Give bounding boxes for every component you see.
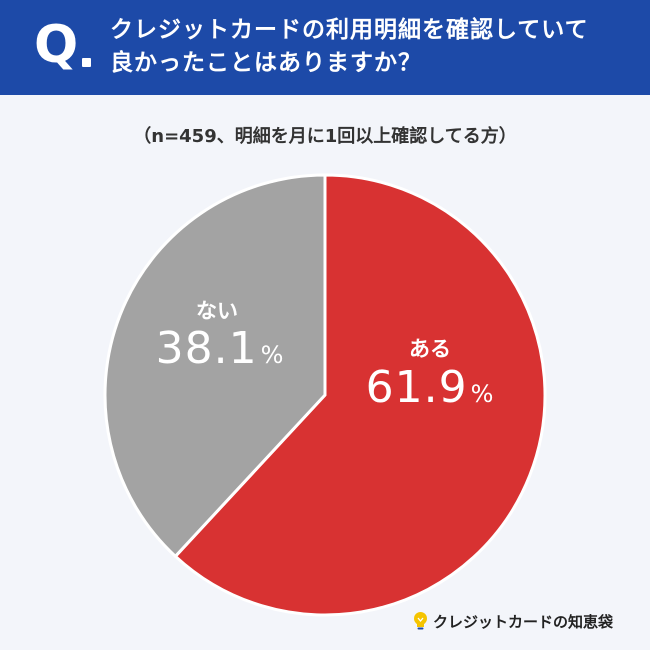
lightbulb-icon xyxy=(414,612,427,630)
question-line-1: クレジットカードの利用明細を確認していて xyxy=(110,17,589,43)
brand-name: クレジットカードの知恵袋 xyxy=(433,612,614,631)
slice-value-nai-unit: % xyxy=(260,341,285,369)
q-dot-icon xyxy=(82,58,91,67)
slice-value-aru-unit: % xyxy=(470,380,495,408)
slice-value-aru-number: 61.9 xyxy=(365,362,468,413)
slice-label-nai: ない xyxy=(196,299,238,323)
slice-value-aru: 61.9% xyxy=(330,362,530,413)
sample-note: （n=459、明細を月に1回以上確認してる方） xyxy=(133,126,517,147)
question-line-2: 良かったことはありますか？ xyxy=(110,50,422,76)
pie-slice-1 xyxy=(103,173,327,558)
brand-logo: クレジットカードの知恵袋 xyxy=(412,609,613,633)
q-mark: Q xyxy=(34,15,79,75)
slice-value-nai: 38.1% xyxy=(120,323,320,374)
pie-slice-0 xyxy=(173,173,547,617)
question-header: Q クレジットカードの利用明細を確認していて 良かったことはありますか？ xyxy=(0,0,650,95)
slice-value-nai-number: 38.1 xyxy=(155,323,258,374)
slice-label-aru: ある xyxy=(409,337,451,361)
question-text: クレジットカードの利用明細を確認していて 良かったことはありますか？ xyxy=(110,14,630,80)
